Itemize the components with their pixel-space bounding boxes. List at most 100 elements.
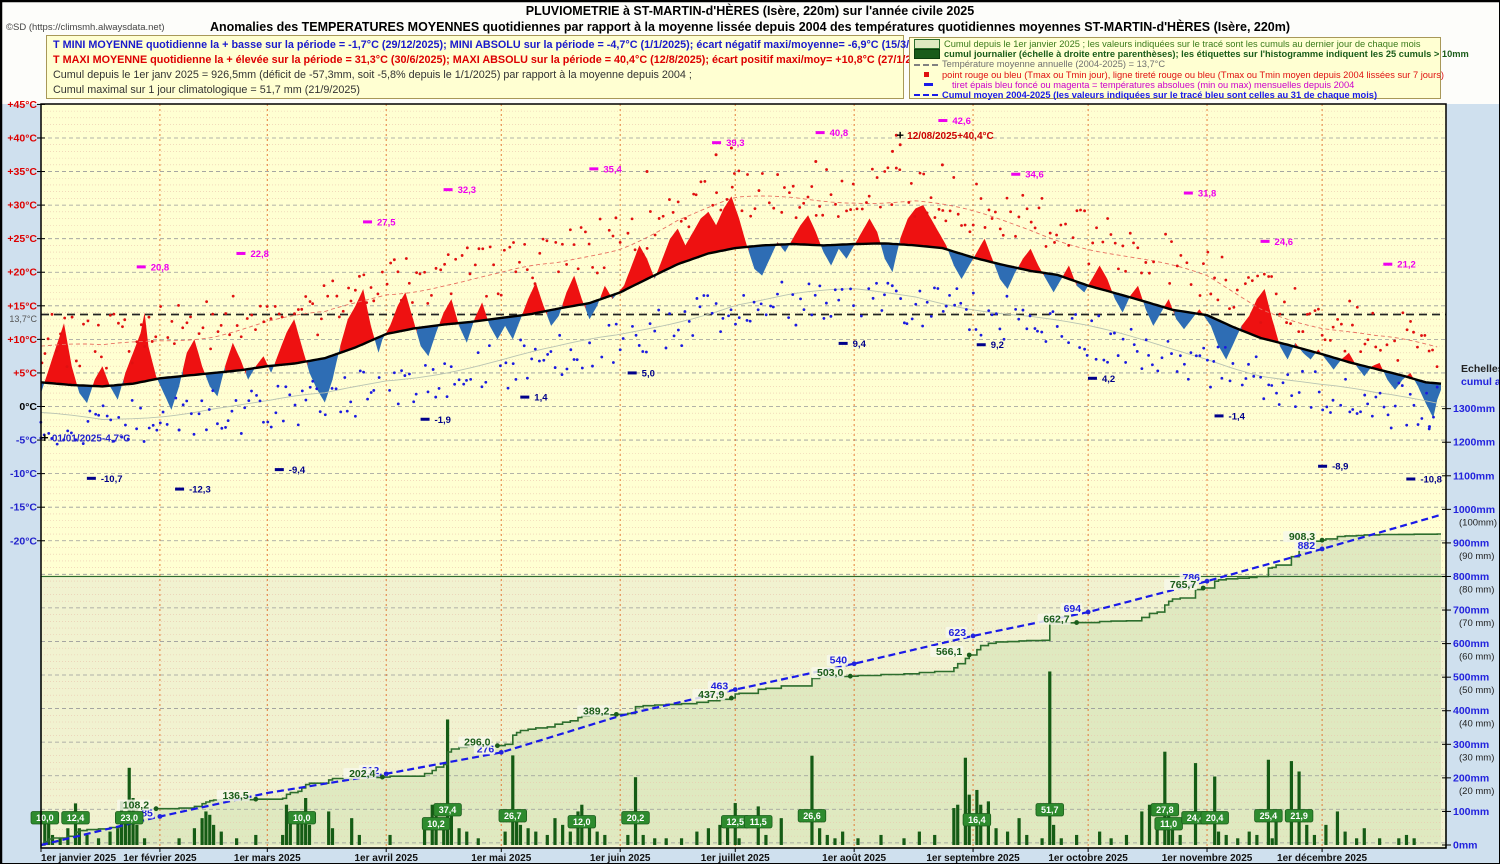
tmax-dot (485, 294, 488, 298)
month-label: 1er juin 2025 (590, 853, 651, 864)
tmax-dot (971, 223, 975, 227)
tmin-dot (276, 384, 280, 388)
tmax-dot (541, 237, 545, 241)
tmax-dot (335, 294, 339, 298)
tmax-dot (1055, 233, 1058, 237)
temp-axis-label: -20°C (10, 535, 37, 547)
tmax-dot (396, 270, 400, 274)
tmax-dot (845, 209, 848, 213)
tmax-dot (86, 319, 90, 323)
cum-label-marker (729, 695, 734, 701)
mean-cum-label-marker (970, 633, 976, 639)
tmin-dot (964, 308, 968, 311)
warm-anomaly-area (900, 205, 949, 251)
monthly-min-label: -10,8 (1420, 475, 1442, 486)
mean-cum-label: 882 (1298, 540, 1316, 552)
tmax-dot (1339, 322, 1343, 326)
rain-badge-label: 27,8 (1156, 805, 1174, 815)
tmin-dot (1420, 417, 1424, 420)
tmax-dot (538, 251, 542, 255)
tmax-dot (1095, 226, 1098, 230)
tmin-dot (637, 344, 641, 347)
tmax-dot (648, 210, 652, 213)
tmin-dot (224, 426, 227, 429)
tmin-dot (476, 351, 480, 355)
tmin-dot (871, 296, 875, 300)
tmax-dot (205, 300, 209, 304)
rain-axis-sub-label: (40 mm) (1459, 719, 1494, 730)
tmax-dot (1140, 271, 1143, 275)
tmin-dot (1382, 405, 1386, 409)
tmin-dot (553, 366, 557, 369)
tmax-dot (326, 294, 330, 298)
tmin-dot (66, 429, 70, 433)
rain-bar (841, 831, 845, 845)
temp-axis-label: -5°C (16, 435, 38, 447)
tmin-dot (247, 399, 251, 403)
rain-bar (1213, 776, 1217, 845)
rain-badge-label: 12,0 (573, 817, 591, 827)
tmin-dot (69, 431, 73, 435)
warm-anomaly-area (522, 282, 548, 316)
tmin-dot (1160, 356, 1164, 360)
tmin-dot (1156, 369, 1160, 373)
tmax-dot (1144, 261, 1148, 264)
blue-dash-icon (924, 83, 933, 87)
tmax-dot (870, 167, 874, 171)
tmax-dot (1064, 222, 1067, 226)
rain-badge (1035, 803, 1064, 817)
tmin-dot (369, 391, 373, 394)
rain-bar (515, 818, 519, 845)
tmax-dot (591, 265, 594, 269)
cold-anomaly-area (416, 322, 440, 357)
tmin-dot (533, 347, 537, 351)
rain-axis-label: 900mm (1453, 537, 1489, 549)
legend-item-0: Cumul depuis le 1er janvier 2025 ; les v… (914, 39, 1436, 50)
tmin-dot (1132, 343, 1136, 346)
rain-badge-label: 51,7 (1041, 805, 1059, 815)
tmax-dot (711, 203, 715, 207)
cum-label-bg (1037, 613, 1071, 625)
tmin-dot (542, 358, 546, 362)
tmin-dot (833, 288, 837, 292)
rain-bar (85, 834, 89, 845)
rain-bar (764, 834, 768, 845)
month-label: 1er mai 2025 (471, 853, 531, 864)
tmin-dot (794, 323, 798, 327)
tmax-dot (810, 185, 814, 188)
tmax-dot (1293, 286, 1297, 290)
monthly-min-label: -8,9 (1332, 462, 1348, 473)
temp-axis-label: 0°C (19, 401, 37, 413)
rain-bar (664, 838, 668, 845)
tmin-dot (894, 289, 898, 293)
warm-anomaly-area (1063, 265, 1077, 286)
tmin-dot (933, 286, 936, 290)
tmax-dot (767, 201, 771, 205)
rain-axis-sub-label: (100mm) (1459, 517, 1497, 528)
rain-badge (115, 811, 144, 825)
cum-label: 296,0 (464, 737, 490, 749)
tmax-dot (512, 241, 515, 244)
tmax-dot (496, 292, 500, 296)
tmin-dot (974, 328, 978, 331)
tmax-dot (645, 246, 649, 250)
tmax-dot (337, 315, 341, 319)
rain-bar (917, 831, 921, 845)
tmin-dot (1397, 381, 1401, 385)
mean-cum-label-marker (1085, 609, 1091, 615)
monthly-max-dash (1383, 262, 1393, 266)
rain-bar (108, 831, 112, 845)
tmax-dot (1121, 244, 1125, 248)
tmax-dot (1033, 226, 1037, 230)
tmax-dot (1044, 245, 1048, 248)
tmin-dot (362, 370, 365, 374)
month-label: 1er septembre 2025 (926, 853, 1020, 864)
tmin-dot (899, 297, 902, 300)
temp-axis-label: +20°C (7, 267, 37, 279)
rain-bar (1193, 763, 1198, 845)
tmax-dot (63, 316, 67, 320)
tmin-dot (258, 399, 262, 403)
tmax-dot (776, 173, 780, 176)
